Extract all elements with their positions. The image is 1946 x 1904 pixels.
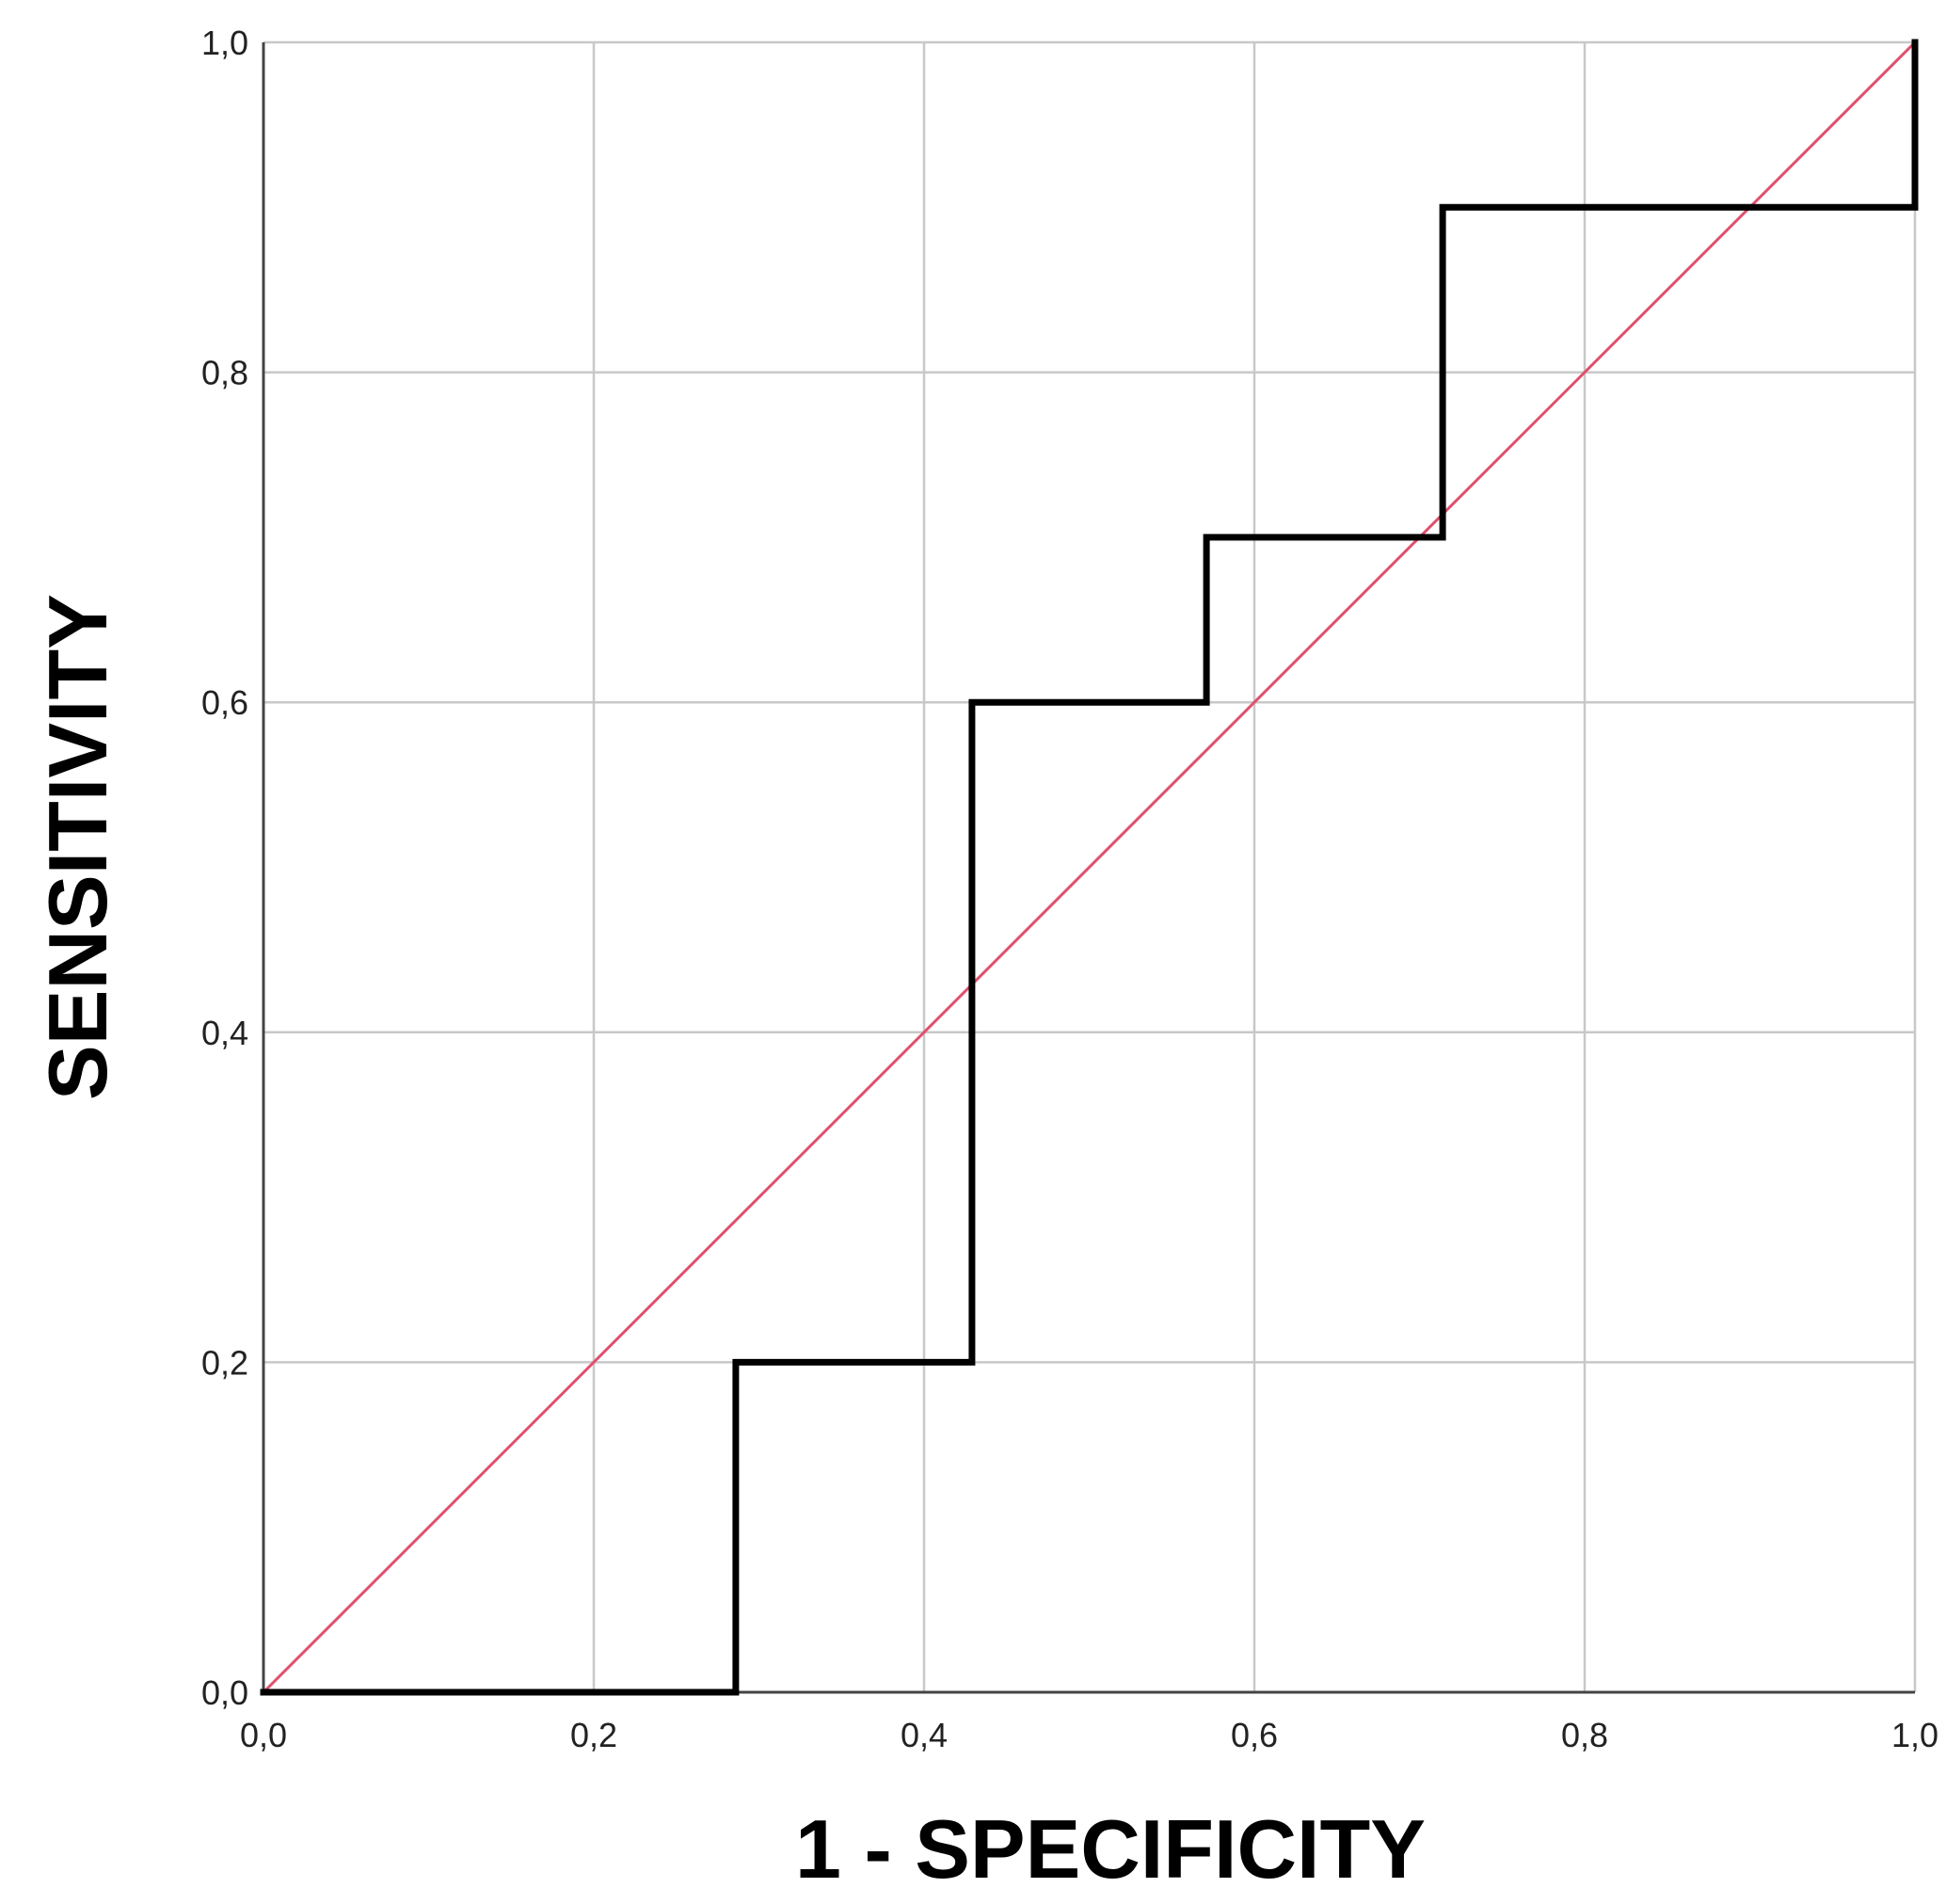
y-tick-label: 0,4 bbox=[201, 1014, 248, 1052]
x-tick-label: 0,0 bbox=[240, 1716, 287, 1754]
y-tick-label: 0,6 bbox=[201, 683, 248, 722]
x-axis-title: 1 - SPECIFICITY bbox=[795, 1802, 1426, 1896]
x-tick-label: 0,8 bbox=[1561, 1716, 1608, 1754]
y-tick-label: 0,2 bbox=[201, 1343, 248, 1382]
y-axis-title: SENSITIVITY bbox=[31, 594, 124, 1100]
y-tick-label: 1,0 bbox=[201, 24, 248, 62]
x-tick-label: 0,2 bbox=[570, 1716, 617, 1754]
grid-lines bbox=[262, 40, 1917, 1694]
x-tick-labels: 0,0 0,2 0,4 0,6 0,8 1,0 bbox=[240, 1716, 1938, 1754]
x-tick-label: 0,4 bbox=[901, 1716, 948, 1754]
reference-diagonal-line bbox=[261, 40, 1918, 1695]
y-tick-label: 0,0 bbox=[201, 1673, 248, 1712]
x-tick-label: 0,6 bbox=[1231, 1716, 1278, 1754]
y-tick-labels: 0,0 0,2 0,4 0,6 0,8 1,0 bbox=[201, 24, 248, 1712]
roc-curve-line bbox=[260, 39, 1919, 1696]
y-tick-label: 0,8 bbox=[201, 354, 248, 392]
x-tick-label: 1,0 bbox=[1891, 1716, 1938, 1754]
series-group bbox=[260, 39, 1919, 1696]
